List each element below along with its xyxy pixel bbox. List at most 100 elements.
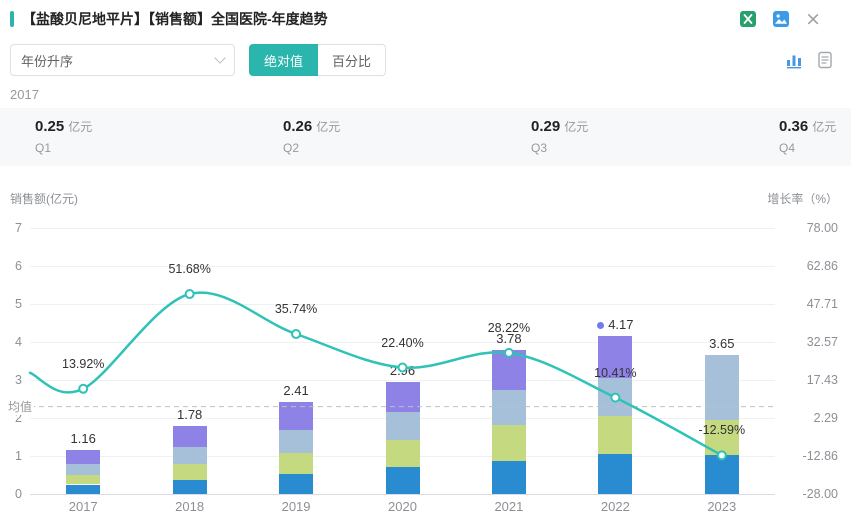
bar-segment-2017-q4[interactable] — [66, 449, 101, 464]
bar-segment-2021-q3[interactable] — [491, 389, 526, 425]
bar-chart-view-icon[interactable] — [785, 51, 803, 69]
bar-segment-2019-q3[interactable] — [279, 429, 314, 454]
growth-rate-label-2020: 22.40% — [381, 335, 424, 350]
quarter-unit: 亿元 — [68, 120, 93, 134]
bar-segment-2023-q1[interactable] — [704, 455, 739, 494]
bar-value-label: 1.78 — [176, 407, 203, 423]
x-axis-label-2021: 2021 — [494, 499, 524, 514]
left-axis-tick-label: 6 — [15, 259, 22, 273]
quarter-value: 0.25 — [35, 118, 65, 135]
bar-segment-2017-q3[interactable] — [66, 463, 101, 475]
right-axis-tick-label: 32.57 — [806, 335, 838, 349]
title-accent-bar — [10, 11, 14, 27]
quarter-unit: 亿元 — [564, 120, 589, 134]
growth-rate-label-2022: 10.41% — [594, 365, 637, 380]
bar-segment-2017-q2[interactable] — [66, 474, 101, 485]
strip-year-label: 2017 — [10, 87, 39, 102]
close-icon[interactable]: × — [805, 8, 821, 30]
bar-segment-2019-q4[interactable] — [279, 402, 314, 430]
left-axis-tick-label: 2 — [15, 411, 22, 425]
x-axis-label-2020: 2020 — [388, 499, 417, 514]
x-axis-label-2019: 2019 — [281, 499, 311, 514]
bar-segment-2022-q2[interactable] — [598, 416, 633, 455]
chevron-down-icon — [214, 52, 226, 64]
growth-point-2017[interactable] — [78, 383, 89, 394]
quarter-value: 0.36 — [779, 118, 809, 135]
bar-segment-2018-q3[interactable] — [172, 446, 207, 464]
quarter-value-row: 0.25 亿元 — [35, 118, 248, 136]
growth-point-2018[interactable] — [184, 289, 195, 300]
growth-rate-label-2019: 35.74% — [274, 302, 318, 317]
left-axis-tick-label: 5 — [15, 297, 22, 311]
bar-segment-2018-q4[interactable] — [172, 426, 207, 447]
bar-segment-2021-q1[interactable] — [491, 460, 526, 494]
right-axis-title: 增长率（%） — [767, 191, 838, 206]
quarter-cell-q2: 0.26 亿元 Q2 — [248, 108, 496, 166]
left-axis-title: 销售额(亿元) — [10, 191, 78, 206]
bar-segment-2020-q2[interactable] — [385, 440, 420, 468]
x-axis-label-2023: 2023 — [707, 499, 737, 514]
bar-segment-2018-q1[interactable] — [172, 479, 207, 494]
growth-point-2019[interactable] — [291, 329, 302, 340]
toolbar-icons — [785, 51, 833, 69]
bar-segment-2020-q4[interactable] — [385, 381, 420, 412]
right-axis-tick-label: 2.29 — [813, 411, 838, 425]
bar-segment-2022-q3[interactable] — [598, 378, 633, 417]
axis-titles-row: 销售额(亿元) 增长率（%） — [0, 188, 851, 208]
data-table-view-icon[interactable] — [817, 51, 833, 69]
left-axis-tick-label: 3 — [15, 373, 22, 387]
bar-value-label: 2.41 — [283, 383, 309, 399]
x-axis-label-2022: 2022 — [600, 499, 630, 514]
toggle-absolute-value[interactable]: 绝对值 — [249, 44, 319, 76]
header: 【盐酸贝尼地平片】【销售额】全国医院-年度趋势 × — [0, 0, 851, 38]
bar-segment-2021-q4[interactable] — [491, 350, 526, 390]
growth-rate-label-2023: -12.59% — [698, 423, 746, 438]
bar-segment-2023-q3[interactable] — [704, 355, 739, 420]
quarter-label: Q1 — [35, 141, 52, 155]
left-axis-tick-label: 0 — [15, 487, 22, 501]
sort-order-select[interactable]: 年份升序 — [10, 44, 235, 76]
bar-value-label: 3.65 — [709, 336, 735, 352]
bar-segment-2020-q1[interactable] — [385, 467, 420, 494]
quarter-value-row: 0.29 亿元 — [531, 118, 744, 136]
quarter-cell-q4: 0.36 亿元 Q4 — [744, 108, 851, 166]
quarter-label: Q3 — [531, 141, 548, 155]
bar-segment-2021-q2[interactable] — [491, 424, 526, 461]
right-axis-tick-label: -12.86 — [802, 449, 838, 463]
right-axis-tick-label: 62.86 — [806, 259, 838, 273]
excel-export-icon[interactable] — [739, 10, 757, 28]
bar-segment-2019-q2[interactable] — [279, 453, 314, 475]
quarter-label: Q4 — [779, 141, 796, 155]
right-axis-tick-label: -28.00 — [802, 487, 838, 501]
quarter-label: Q2 — [283, 141, 300, 155]
mean-line-label: 均值 — [6, 398, 35, 415]
left-axis-tick-label: 4 — [15, 335, 22, 349]
x-axis-label-2018: 2018 — [175, 499, 205, 514]
bar-segment-2020-q3[interactable] — [385, 411, 420, 441]
bar-segment-2022-q1[interactable] — [598, 454, 633, 494]
image-export-icon[interactable] — [772, 10, 790, 28]
bar-segment-2019-q1[interactable] — [279, 474, 314, 494]
bar-value-label: 4.17 — [575, 317, 655, 332]
toggle-percentage[interactable]: 百分比 — [318, 44, 387, 76]
gridline — [30, 494, 775, 495]
quarter-value: 0.26 — [283, 118, 313, 135]
quarter-value: 0.29 — [531, 118, 561, 135]
growth-rate-label-2018: 51.68% — [168, 262, 211, 277]
bar-value-label: 1.16 — [70, 430, 96, 446]
right-axis-tick-label: 78.00 — [806, 221, 838, 235]
growth-rate-label-2017: 13.92% — [62, 356, 105, 371]
header-icons: × — [739, 8, 821, 30]
bar-label-dot — [597, 321, 605, 329]
gridline — [30, 266, 775, 267]
growth-rate-label-2021: 28.22% — [487, 320, 531, 335]
quarter-cell-q3: 0.29 亿元 Q3 — [496, 108, 744, 166]
right-axis-tick-label: 47.71 — [806, 297, 838, 311]
bar-segment-2018-q2[interactable] — [172, 463, 207, 480]
trend-chart: 7 78.00 6 62.86 5 47.71 4 32.57 3 17.43 2 2.29 1 -12.… — [0, 215, 851, 517]
value-mode-toggle: 绝对值 百分比 — [249, 44, 387, 76]
left-axis-tick-label: 1 — [15, 449, 22, 463]
quarterly-strip: 0.25 亿元 Q1 0.26 亿元 Q2 0.29 亿元 Q3 0.36 亿元 Q4 — [0, 108, 851, 166]
bar-segment-2017-q1[interactable] — [66, 484, 101, 494]
